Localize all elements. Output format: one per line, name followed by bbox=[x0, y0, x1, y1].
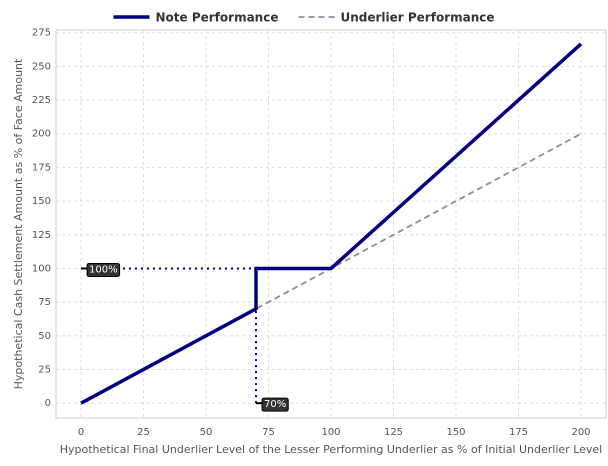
annotation: 100% bbox=[86, 262, 121, 277]
y-tick-label: 200 bbox=[32, 129, 51, 140]
y-tick-label: 25 bbox=[38, 365, 51, 376]
legend: Note Performance Underlier Performance bbox=[113, 11, 495, 25]
legend-label: Underlier Performance bbox=[340, 11, 494, 25]
y-axis-title: Hypothetical Cash Settlement Amount as %… bbox=[12, 58, 25, 389]
y-tick-label: 175 bbox=[32, 162, 51, 173]
x-axis-title: Hypothetical Final Underlier Level of th… bbox=[60, 443, 603, 456]
x-tick-label: 150 bbox=[446, 427, 465, 438]
legend-label: Note Performance bbox=[155, 11, 278, 25]
x-tick-label: 175 bbox=[509, 427, 528, 438]
y-tick-label: 75 bbox=[38, 297, 51, 308]
annotation-label: 100% bbox=[89, 264, 118, 275]
y-tick-label: 100 bbox=[32, 263, 51, 274]
x-tick-label: 200 bbox=[571, 427, 590, 438]
x-tick-label: 125 bbox=[384, 427, 403, 438]
x-tick-label: 0 bbox=[78, 427, 84, 438]
annotation: 70% bbox=[261, 397, 289, 412]
line-series bbox=[80, 42, 583, 405]
y-tick-label: 275 bbox=[32, 28, 51, 39]
y-tick-label: 50 bbox=[38, 331, 51, 342]
y-tick-label: 250 bbox=[32, 61, 51, 72]
x-tick-label: 75 bbox=[262, 427, 275, 438]
annotation-label: 70% bbox=[264, 399, 286, 410]
x-tick-label: 50 bbox=[200, 427, 213, 438]
x-tick-label: 25 bbox=[137, 427, 150, 438]
y-tick-label: 0 bbox=[45, 398, 51, 409]
annotation-box bbox=[86, 262, 121, 277]
x-tick-label: 100 bbox=[321, 427, 340, 438]
annotation-box bbox=[261, 397, 289, 412]
y-tick-label: 125 bbox=[32, 230, 51, 241]
y-tick-label: 150 bbox=[32, 196, 51, 207]
y-tick-label: 225 bbox=[32, 95, 51, 106]
